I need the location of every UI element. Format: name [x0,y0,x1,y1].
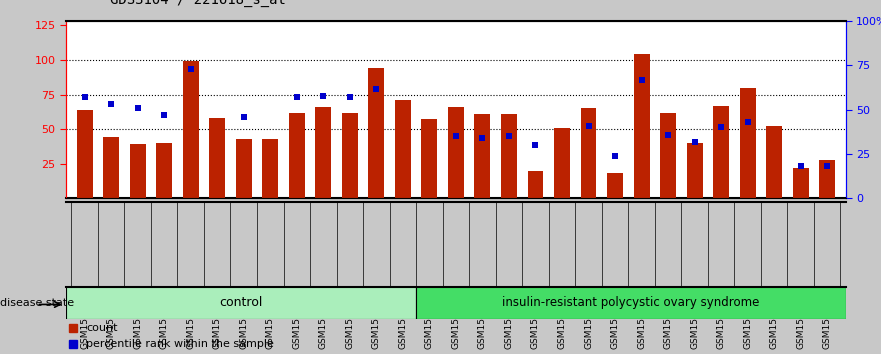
Bar [686,143,702,198]
Bar [368,68,384,198]
Bar [263,139,278,198]
Text: disease state: disease state [0,298,74,308]
Bar [660,113,676,198]
Bar [448,107,464,198]
Bar [395,100,411,198]
Bar [342,113,358,198]
Text: percentile rank within the sample: percentile rank within the sample [86,339,274,349]
Bar [554,128,570,198]
Bar [819,160,835,198]
Bar [289,113,305,198]
Bar [713,105,729,198]
Text: count: count [86,323,117,333]
Bar [528,171,544,198]
Bar [740,88,756,198]
Bar [416,287,846,319]
Bar [182,61,199,198]
Bar [581,108,596,198]
Text: GDS3104 / 221618_s_at: GDS3104 / 221618_s_at [110,0,286,7]
Bar [633,55,649,198]
Bar [103,137,119,198]
Bar [236,139,252,198]
Bar [210,118,226,198]
Bar [501,114,517,198]
Text: control: control [219,296,263,309]
Bar [607,173,623,198]
Bar [766,126,782,198]
Bar [77,110,93,198]
Bar [156,143,172,198]
Bar [793,168,809,198]
Bar [421,119,437,198]
Bar [130,144,145,198]
Bar [315,107,331,198]
Bar [66,287,416,319]
Bar [475,114,491,198]
Text: insulin-resistant polycystic ovary syndrome: insulin-resistant polycystic ovary syndr… [502,296,759,309]
